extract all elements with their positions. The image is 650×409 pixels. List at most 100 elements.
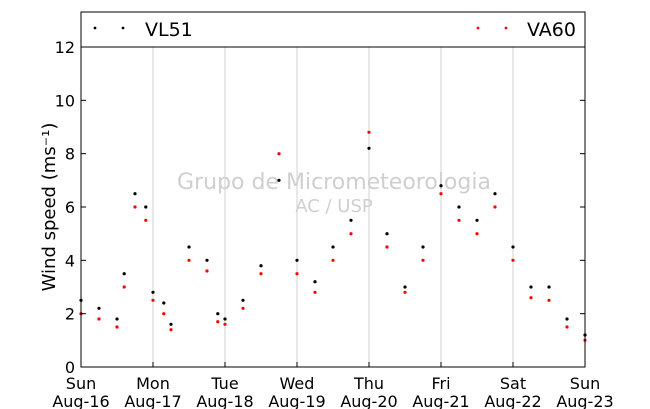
- watermark-line-1: Grupo de Micrometeorologia: [177, 170, 491, 195]
- point-vl51: [216, 312, 220, 316]
- point-vl51: [187, 245, 191, 249]
- point-vl51: [547, 285, 551, 289]
- point-vl51: [475, 218, 479, 222]
- point-va60: [122, 285, 126, 289]
- point-va60: [331, 258, 335, 262]
- x-tick-label-date: Aug-19: [268, 392, 325, 409]
- y-tick-label: 8: [65, 145, 75, 164]
- point-va60: [97, 317, 101, 321]
- point-va60: [439, 192, 443, 196]
- x-tick-label-date: Aug-16: [52, 392, 109, 409]
- point-vl51: [313, 280, 317, 284]
- point-vl51: [223, 317, 227, 321]
- point-va60: [144, 218, 148, 222]
- x-tick-label-day: Wed: [280, 374, 315, 393]
- x-tick-label-day: Fri: [431, 374, 450, 393]
- point-vl51: [241, 298, 245, 302]
- point-vl51: [169, 322, 173, 326]
- point-vl51: [277, 178, 281, 182]
- point-va60: [313, 290, 317, 294]
- x-tick-label-day: Sat: [500, 374, 526, 393]
- point-vl51: [162, 301, 166, 305]
- data-points: [79, 130, 587, 342]
- point-vl51: [493, 192, 497, 196]
- point-vl51: [115, 317, 119, 321]
- y-tick-label: 10: [55, 91, 75, 110]
- point-vl51: [367, 146, 371, 150]
- series-vl51: [79, 146, 587, 337]
- legend-box: [80, 11, 586, 48]
- series-va60: [79, 130, 587, 342]
- point-va60: [367, 130, 371, 134]
- x-tick-label-day: Sun: [66, 374, 96, 393]
- point-va60: [529, 296, 533, 300]
- point-va60: [162, 312, 166, 316]
- point-va60: [169, 328, 173, 332]
- point-vl51: [259, 264, 263, 268]
- point-va60: [133, 205, 137, 209]
- watermark-line-2: AC / USP: [295, 196, 373, 217]
- legend: VL51 VA60: [80, 11, 586, 48]
- x-tick-label-date: Aug-22: [484, 392, 541, 409]
- point-va60: [205, 269, 209, 273]
- point-vl51: [385, 232, 389, 236]
- point-vl51: [133, 192, 137, 196]
- point-va60: [349, 232, 353, 236]
- y-axis-label: Wind speed (ms⁻¹): [39, 123, 60, 292]
- point-va60: [259, 272, 263, 276]
- x-tick-label-day: Sun: [570, 374, 600, 393]
- y-axis-ticks: 0 2 4 6 8 10 12: [55, 38, 585, 377]
- point-vl51: [349, 218, 353, 222]
- x-tick-label-date: Aug-18: [196, 392, 253, 409]
- point-va60: [493, 205, 497, 209]
- point-va60: [547, 298, 551, 302]
- y-tick-label: 4: [65, 251, 75, 270]
- legend-marker-va60-b: [504, 26, 508, 30]
- y-tick-label: 6: [65, 198, 75, 217]
- x-tick-label-day: Thu: [353, 374, 384, 393]
- point-va60: [565, 325, 569, 329]
- point-va60: [115, 325, 119, 329]
- point-vl51: [295, 258, 299, 262]
- point-vl51: [144, 205, 148, 209]
- point-vl51: [331, 245, 335, 249]
- legend-label-vl51: VL51: [145, 19, 193, 41]
- point-va60: [403, 290, 407, 294]
- point-vl51: [439, 184, 443, 188]
- point-va60: [241, 306, 245, 310]
- point-vl51: [122, 272, 126, 276]
- x-tick-label-day: Mon: [136, 374, 170, 393]
- point-va60: [187, 258, 191, 262]
- point-va60: [511, 258, 515, 262]
- day-gridlines: [152, 47, 514, 367]
- point-vl51: [97, 306, 101, 310]
- legend-marker-vl51-a: [93, 26, 97, 30]
- y-tick-label: 12: [55, 38, 75, 57]
- x-tick-label-date: Aug-21: [412, 392, 469, 409]
- point-va60: [475, 232, 479, 236]
- legend-marker-va60-a: [476, 26, 480, 30]
- point-vl51: [403, 285, 407, 289]
- point-vl51: [565, 317, 569, 321]
- y-tick-label: 2: [65, 305, 75, 324]
- point-vl51: [529, 285, 533, 289]
- point-va60: [223, 322, 227, 326]
- point-va60: [295, 272, 299, 276]
- point-va60: [277, 152, 281, 156]
- x-tick-label-date: Aug-23: [556, 392, 613, 409]
- point-va60: [151, 298, 155, 302]
- point-vl51: [151, 290, 155, 294]
- legend-label-va60: VA60: [527, 19, 576, 41]
- x-axis-ticks: SunAug-16MonAug-17TueAug-18WedAug-19ThuA…: [52, 362, 614, 409]
- watermark: Grupo de Micrometeorologia AC / USP: [177, 170, 491, 217]
- y-tick-label: 0: [65, 358, 75, 377]
- point-va60: [385, 245, 389, 249]
- x-tick-label-day: Tue: [210, 374, 238, 393]
- point-va60: [457, 218, 461, 222]
- point-vl51: [457, 205, 461, 209]
- x-tick-label-date: Aug-20: [340, 392, 397, 409]
- point-vl51: [421, 245, 425, 249]
- x-tick-label-date: Aug-17: [124, 392, 181, 409]
- point-va60: [216, 320, 220, 324]
